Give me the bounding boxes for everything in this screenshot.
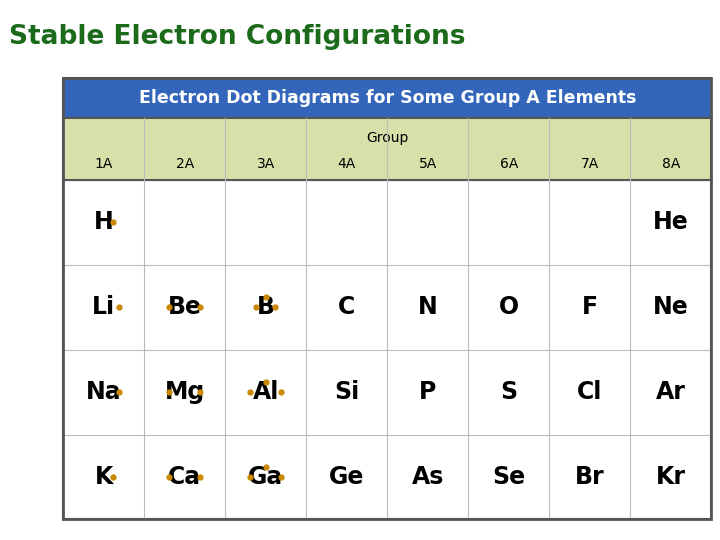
Text: 4A: 4A: [338, 157, 356, 171]
Text: 8A: 8A: [662, 157, 680, 171]
Bar: [63, 118, 711, 180]
Text: 3A: 3A: [257, 157, 275, 171]
Text: N: N: [418, 295, 438, 319]
Text: C: C: [338, 295, 356, 319]
Text: Ga: Ga: [248, 465, 284, 489]
Bar: [63, 78, 711, 519]
Text: Br: Br: [575, 465, 605, 489]
Bar: [63, 180, 711, 519]
Text: Ne: Ne: [653, 295, 689, 319]
Text: P: P: [419, 380, 436, 404]
Text: 6A: 6A: [500, 157, 518, 171]
Text: Be: Be: [168, 295, 202, 319]
Text: Electron Dot Diagrams for Some Group A Elements: Electron Dot Diagrams for Some Group A E…: [139, 89, 636, 107]
Text: O: O: [499, 295, 519, 319]
Text: Kr: Kr: [656, 465, 686, 489]
Text: Si: Si: [334, 380, 359, 404]
Text: Li: Li: [92, 295, 115, 319]
Text: Ge: Ge: [329, 465, 364, 489]
Text: 1A: 1A: [94, 157, 113, 171]
Text: 2A: 2A: [176, 157, 194, 171]
Text: As: As: [412, 465, 444, 489]
Bar: [63, 78, 711, 118]
Text: Al: Al: [253, 380, 279, 404]
Text: K: K: [94, 465, 113, 489]
Text: He: He: [653, 210, 689, 234]
Text: Stable Electron Configurations: Stable Electron Configurations: [9, 24, 466, 50]
Text: 7A: 7A: [581, 157, 599, 171]
Text: 5A: 5A: [419, 157, 437, 171]
Text: Ar: Ar: [656, 380, 685, 404]
Text: S: S: [500, 380, 518, 404]
Text: Se: Se: [492, 465, 526, 489]
Text: Na: Na: [86, 380, 122, 404]
Text: Group: Group: [366, 131, 408, 145]
Text: Ca: Ca: [168, 465, 202, 489]
Text: B: B: [257, 295, 275, 319]
Text: H: H: [94, 210, 114, 234]
Text: F: F: [582, 295, 598, 319]
Text: Cl: Cl: [577, 380, 603, 404]
Text: Mg: Mg: [165, 380, 205, 404]
